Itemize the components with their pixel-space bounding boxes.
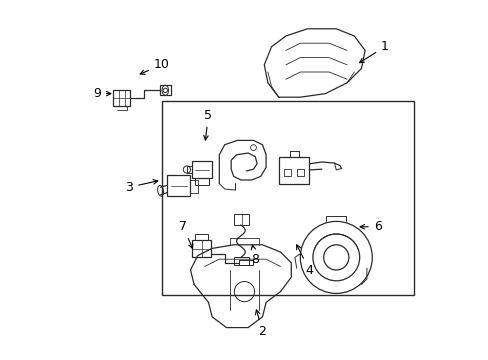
Text: 9: 9: [93, 87, 111, 100]
Text: 5: 5: [203, 109, 212, 140]
Bar: [278, 157, 309, 184]
Text: 8: 8: [251, 245, 259, 266]
Bar: [162, 101, 413, 295]
Bar: [234, 257, 248, 265]
Bar: [195, 234, 207, 240]
Text: 4: 4: [296, 245, 313, 276]
Text: 3: 3: [125, 180, 158, 194]
Bar: [160, 85, 170, 95]
Text: 10: 10: [140, 58, 169, 74]
Bar: [296, 169, 303, 176]
Text: 2: 2: [255, 310, 266, 338]
Bar: [239, 260, 252, 265]
Text: 6: 6: [359, 220, 381, 233]
Bar: [190, 180, 197, 193]
Bar: [284, 169, 291, 176]
Bar: [234, 214, 248, 225]
Text: 7: 7: [179, 220, 192, 248]
Bar: [113, 90, 130, 106]
Text: 1: 1: [359, 40, 388, 63]
Bar: [192, 240, 211, 257]
Bar: [195, 178, 208, 185]
Bar: [192, 161, 212, 178]
Bar: [167, 175, 190, 196]
